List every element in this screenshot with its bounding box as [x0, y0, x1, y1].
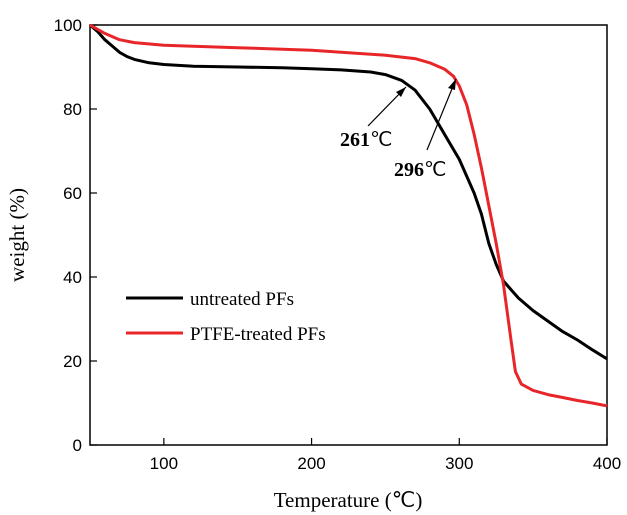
- series-layer: [89, 23, 608, 408]
- series-line-ptfe: [89, 23, 608, 408]
- x-tick-label: 300: [445, 454, 473, 473]
- y-tick-label: 80: [63, 100, 82, 119]
- legend-label-untreated: untreated PFs: [190, 289, 294, 310]
- annotation-arrowhead-296: [448, 79, 456, 90]
- annotation-arrowhead-261: [396, 87, 406, 97]
- x-tick-label: 400: [593, 454, 621, 473]
- legend-label-ptfe: PTFE-treated PFs: [190, 324, 326, 345]
- y-tick-label: 40: [63, 268, 82, 287]
- plot-frame: [89, 24, 608, 446]
- series-line-untreated: [89, 23, 608, 361]
- x-axis-title: Temperature (℃): [274, 488, 423, 512]
- annotation-unit-296: ℃: [424, 159, 446, 181]
- annotation-arrow-296: [426, 78, 457, 151]
- x-tick-label: 200: [297, 454, 325, 473]
- legend: untreated PFs PTFE-treated PFs: [126, 289, 326, 345]
- svg-text:296℃: 296℃: [394, 159, 446, 181]
- annotation-296: 296℃: [394, 78, 457, 181]
- y-tick-label: 60: [63, 184, 82, 203]
- annotation-unit-261: ℃: [370, 129, 392, 151]
- y-tick-label: 0: [73, 436, 82, 455]
- svg-text:261℃: 261℃: [340, 129, 392, 151]
- annotation-261: 261℃: [340, 86, 407, 151]
- y-axis-title: weight (%): [5, 188, 29, 282]
- axis-ticks: [90, 24, 608, 446]
- y-tick-label: 100: [54, 16, 82, 35]
- axis-tick-labels: 100 200 300 400 0 20 40 60 80 100: [54, 16, 622, 473]
- y-tick-label: 20: [63, 352, 82, 371]
- annotation-value-296: 296: [394, 159, 424, 181]
- annotation-value-261: 261: [340, 129, 370, 151]
- x-tick-label: 100: [150, 454, 178, 473]
